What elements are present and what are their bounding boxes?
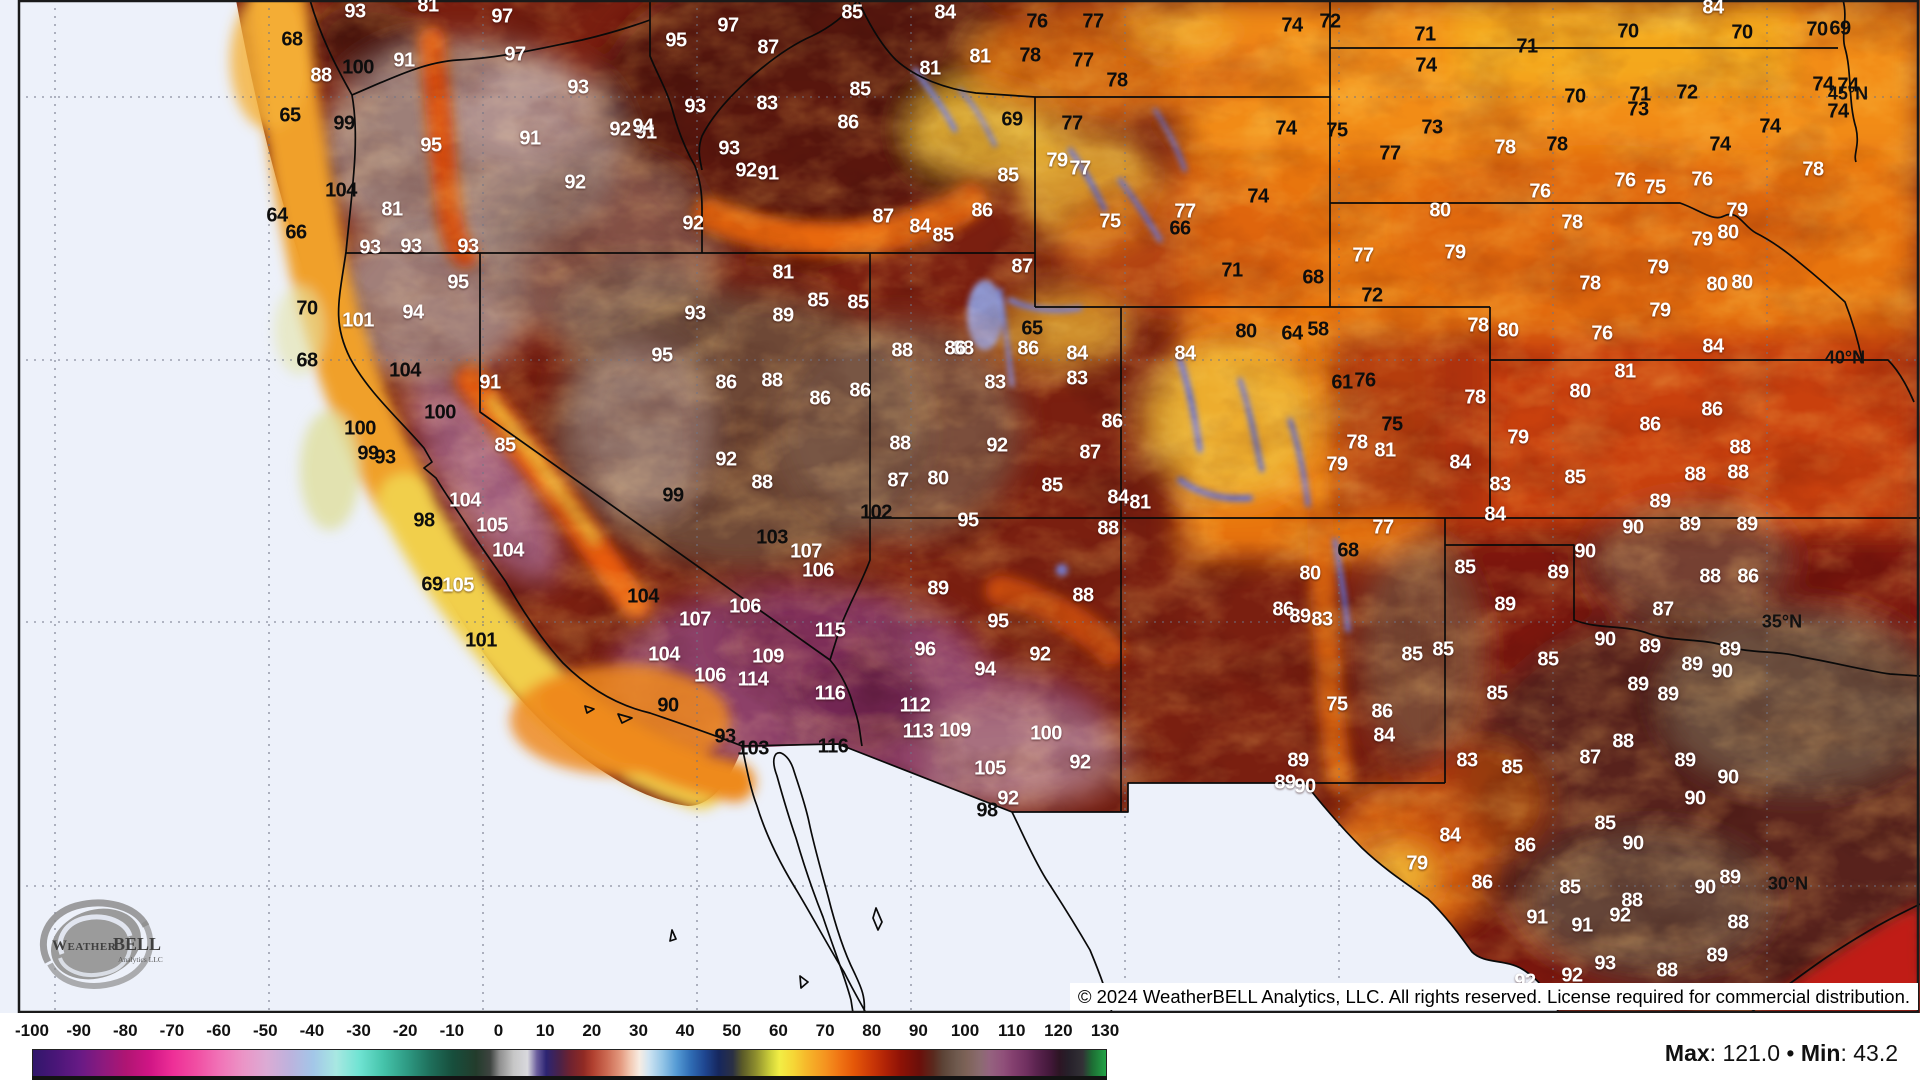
baja-california-coast <box>741 745 867 1013</box>
us-mexico-border <box>741 743 1560 1013</box>
colorbar-tick: 40 <box>675 1021 695 1040</box>
co-ne-ks-borders <box>1489 307 1915 518</box>
mt-south-border <box>857 0 1036 98</box>
colorbar-legend-bar: -100 -90 -80 -70 -60 -50 -40 -30 -20 -10 0 10 20 30 40… <box>0 1013 1920 1080</box>
colorbar-tick: -70 <box>159 1021 185 1040</box>
colorbar-tick: 30 <box>629 1021 648 1040</box>
colorbar-ticks: -100 -90 -80 -70 -60 -50 -40 -30 -20 -10 0 10 20 30 40… <box>0 1021 1200 1043</box>
sd-ne-border <box>1330 202 1863 361</box>
ocean-no-data-area <box>18 0 1559 1013</box>
colorbar-tick: 60 <box>768 1021 788 1040</box>
map-frame <box>17 0 1920 1013</box>
colorbar-tick: -60 <box>206 1021 231 1040</box>
colorbar-underline <box>32 1076 1107 1080</box>
baja-gulf-coast <box>772 752 866 1013</box>
sonora-coastline <box>1011 811 1113 1013</box>
temperature-map-canvas <box>17 0 1920 1013</box>
wyoming-borders <box>1034 0 1490 308</box>
colorbar-tick: -30 <box>346 1021 371 1040</box>
id-west-border <box>649 0 703 253</box>
colorbar-tick: 100 <box>950 1021 980 1040</box>
colorbar-tick: 120 <box>1044 1021 1073 1040</box>
colorbar-tick: 0 <box>493 1021 504 1040</box>
colorbar-tick: 70 <box>815 1021 835 1040</box>
logo-subtext: Analytics LLC <box>118 955 163 964</box>
nv-ut-az-border <box>829 253 871 661</box>
channel-islands <box>584 705 633 724</box>
colorbar-tick: 130 <box>1090 1021 1120 1040</box>
ca-nv-border <box>479 253 863 747</box>
red-river-border <box>1842 0 1859 163</box>
id-mt-border <box>698 0 859 171</box>
colorbar-tick: 110 <box>997 1021 1026 1040</box>
ok-tx-borders <box>1445 544 1920 677</box>
colorbar-tick: 80 <box>862 1021 882 1040</box>
wa-or-border <box>351 19 651 96</box>
offshore-temperature-bands <box>230 0 1920 1013</box>
weatherbell-logo: Weather BELL Analytics LLC <box>39 899 163 989</box>
colorbar-tick: -90 <box>66 1021 91 1040</box>
stats-separator: • <box>1786 1040 1795 1066</box>
copyright-strip: © 2024 WeatherBELL Analytics, LLC. All r… <box>1069 983 1918 1010</box>
colorbar-tick: -40 <box>299 1021 325 1040</box>
colorbar-tick: 90 <box>908 1021 928 1040</box>
hurricane-swirl-icon <box>39 899 154 989</box>
max-label: Max <box>1664 1040 1710 1066</box>
copyright-text: © 2024 WeatherBELL Analytics, LLC. All r… <box>1077 985 1910 1007</box>
colorbar-tick: -10 <box>439 1021 465 1040</box>
coastlines-and-state-borders <box>309 0 1920 1013</box>
pacific-coastline <box>309 0 743 747</box>
max-min-stats: Max: 121.0 • Min: 43.2 <box>1664 1040 1898 1066</box>
map-region: 93 81 97 97 95 87 68 88 100 91 97 93 65 99 95 91 92 91 92 1… <box>0 0 1920 1013</box>
logo-text-bell: BELL <box>113 934 161 954</box>
colorbar-tick: 50 <box>722 1021 742 1040</box>
colorbar-tick: -80 <box>113 1021 138 1040</box>
min-label: Min <box>1800 1040 1841 1066</box>
colorbar-gradient <box>32 1049 1107 1077</box>
logo-text-weather: Weather <box>52 938 117 954</box>
colorbar-tick: -100 <box>14 1021 50 1040</box>
nm-tx-borders <box>1305 518 1446 784</box>
gulf-islands <box>669 907 883 989</box>
min-value: 43.2 <box>1853 1040 1898 1066</box>
colorbar-tick: 10 <box>535 1021 555 1040</box>
colorbar-tick: -20 <box>392 1021 418 1040</box>
colorbar-tick: -50 <box>252 1021 278 1040</box>
colorbar-tick: 20 <box>582 1021 602 1040</box>
max-value: 121.0 <box>1722 1040 1780 1066</box>
